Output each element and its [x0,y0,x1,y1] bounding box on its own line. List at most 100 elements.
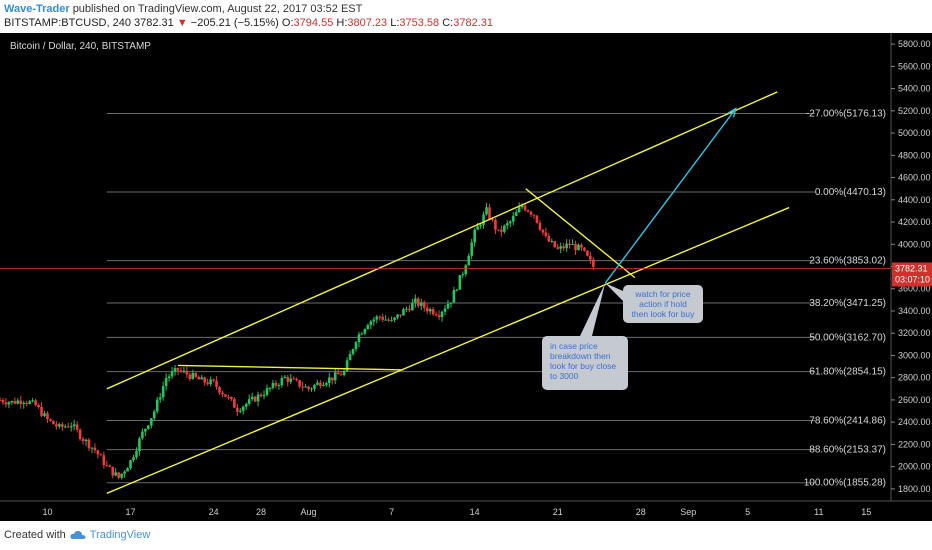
candle-body [417,298,420,306]
y-tick-label: 4200.00 [898,217,931,227]
candle-body [503,225,506,232]
candle-body [197,376,201,380]
candle-body [351,349,355,355]
close-value: 3782.31 [453,17,493,29]
candle-body [268,387,272,389]
candle-body [13,400,17,404]
candle-body [90,447,94,449]
countdown-label: 03:07:10 [895,274,930,284]
candle-body [295,379,298,381]
x-tick-label: Aug [301,507,317,517]
candle-body [345,360,349,372]
candle-body [120,473,123,478]
candle-body [1,400,5,403]
candle-body [393,317,396,320]
candle-body [102,455,106,466]
candle-body [589,255,592,260]
candle-body [239,410,242,412]
candle-body [247,399,251,404]
candle-body [135,451,138,458]
close-label: C: [442,17,454,29]
candle-body [310,388,313,390]
projection-arrow-line [604,108,737,284]
candle-body [333,372,337,381]
candle-body [526,210,530,212]
candle-body [22,402,26,404]
candle-body [565,243,568,249]
candle-body [467,255,471,266]
candle-body [152,411,156,419]
candle-body [325,383,328,385]
candle-body [307,386,310,390]
x-tick-label: 7 [389,507,394,517]
candle-body [25,402,28,404]
candle-body [532,214,536,216]
candle-body [381,316,384,320]
y-tick-label: 1800.00 [898,484,931,494]
chart-frame[interactable]: Bitcoin / Dollar, 240, BITSTAMP -27.00%(… [0,33,932,521]
publish-header: Wave-Trader published on TradingView.com… [4,3,362,15]
candle-body [482,214,485,225]
candle-body [31,400,34,402]
candle-body [538,222,542,230]
candle-body [399,314,402,316]
symbol-label: BITSTAMP:BTCUSD, 240 [4,17,131,29]
candle-body [437,315,441,318]
candle-body [360,333,364,335]
candle-body [185,370,189,375]
candle-body [265,388,269,396]
candle-body [541,229,545,233]
candle-body [408,308,411,311]
candle-body [19,400,23,404]
candle-body [316,382,319,385]
candle-body [81,438,85,442]
candle-body [494,219,497,230]
x-tick-label: 28 [636,507,646,517]
candle-body [218,386,221,393]
candle-body [123,471,126,474]
candle-body [132,457,135,461]
candle-body [114,472,117,476]
candle-body [319,382,322,387]
candle-body [286,376,290,382]
footer: Created with TradingView [4,529,150,541]
fib-level-label: 78.60%(2414.86) [809,416,886,427]
candle-body [43,413,46,416]
author-link[interactable]: Wave-Trader [4,3,70,15]
candle-body [241,406,245,411]
candle-body [387,319,390,321]
candle-body [289,378,293,382]
candle-body [449,302,453,304]
tradingview-brand[interactable]: TradingView [89,529,151,541]
candle-body [375,316,379,320]
price-chart[interactable]: Bitcoin / Dollar, 240, BITSTAMP -27.00%(… [0,33,932,521]
candle-body [167,376,171,379]
x-tick-label: 17 [126,507,136,517]
x-tick-label: 5 [745,507,750,517]
candle-body [586,250,589,256]
candle-body [105,465,109,467]
candle-body [34,400,37,406]
candle-body [304,386,307,388]
candle-body [164,378,168,387]
candle-body [63,426,67,428]
candle-body [571,244,574,246]
y-tick-label: 5600.00 [898,61,931,71]
candle-body [414,298,417,303]
callout-pointer [580,283,606,336]
candle-body [259,394,263,397]
fib-level-label: 0.00%(4470.13) [815,187,886,198]
wedge-resistance-line [525,188,636,279]
candle-body [434,314,438,316]
candle-body [514,212,518,216]
candle-body [342,371,346,376]
candle-body [61,424,64,427]
candle-body [520,205,524,208]
candle-body [66,426,70,428]
candle-body [479,224,482,227]
callout-bubble [623,285,703,323]
candle-body [592,259,595,267]
candle-body [488,207,491,219]
candle-body [544,232,548,237]
y-tick-label: 2200.00 [898,439,931,449]
